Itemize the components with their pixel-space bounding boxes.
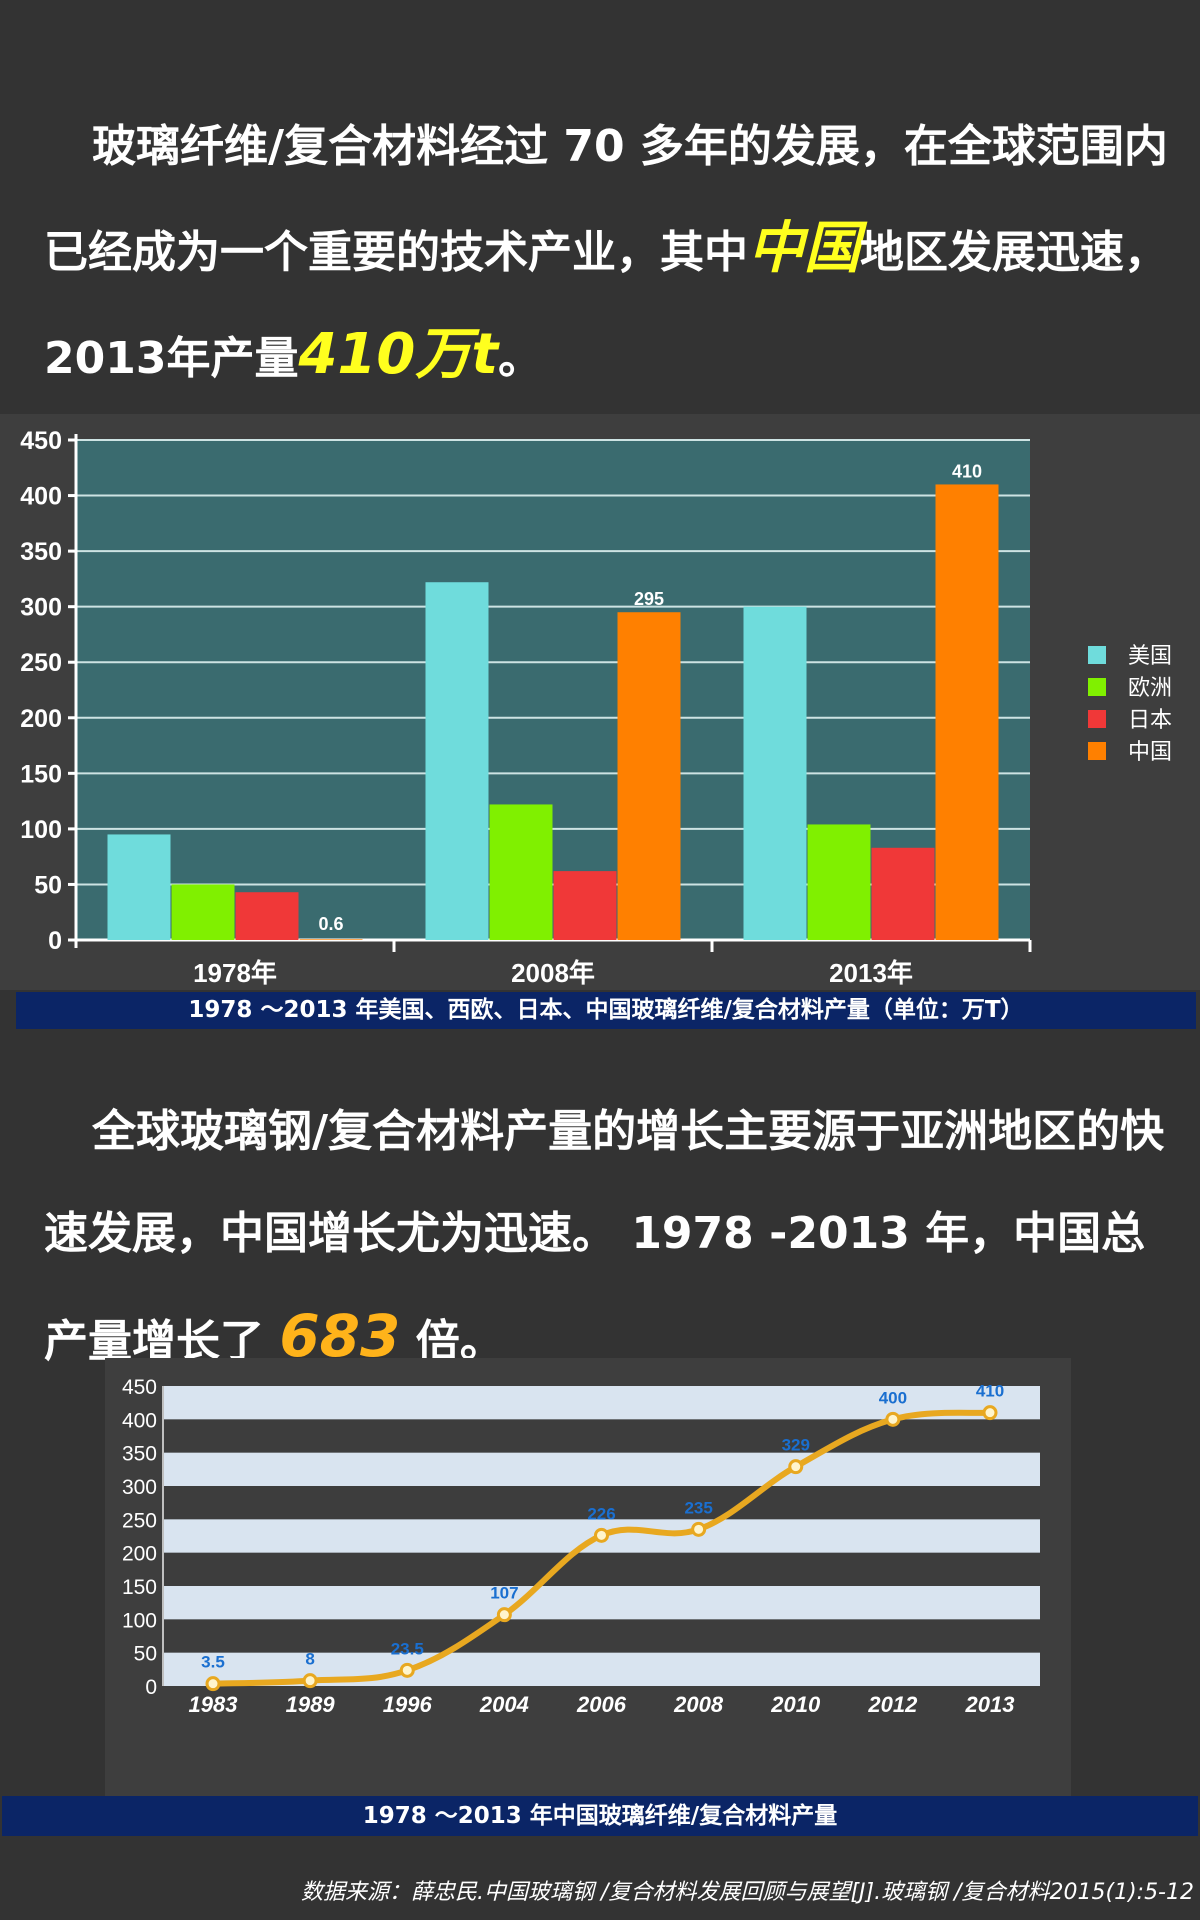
data-point: [496, 1607, 512, 1623]
bar: [553, 871, 617, 940]
line-chart-panel: 0 50 100 150 200 250 300 350 400 450 3.5 1983 8 1989 2…: [105, 1358, 1071, 1796]
x-category-label: 1978年: [193, 958, 277, 988]
bar: [489, 804, 553, 940]
bar: [935, 484, 999, 940]
legend-label: 美国: [1128, 643, 1172, 668]
x-tick-label: 2013: [965, 1692, 1015, 1717]
y-tick-label: 300: [20, 594, 62, 622]
legend-label: 欧洲: [1128, 675, 1172, 700]
y-tick-label: 300: [122, 1476, 157, 1499]
y-tick-label: 200: [122, 1543, 157, 1566]
y-tick-label: 350: [20, 538, 62, 566]
point-data-label: 23.5: [391, 1639, 424, 1658]
line-chart: 0 50 100 150 200 250 300 350 400 450 3.5 1983 8 1989 2…: [122, 1376, 1040, 1717]
bar: [425, 582, 489, 940]
grid-band: [163, 1586, 1040, 1620]
bar-data-label: 295: [634, 589, 664, 609]
legend-swatch: [1088, 742, 1106, 760]
point-data-label: 400: [879, 1388, 907, 1407]
legend-swatch: [1088, 646, 1106, 664]
bar-data-label: 410: [952, 461, 982, 481]
y-tick-label: 450: [20, 427, 62, 455]
intro-text-a: 玻璃纤维/复合材料经过 70 多年的发展，在全球范围内已经成为一个重要的技术产业…: [44, 121, 1168, 278]
bar: [107, 834, 171, 940]
data-source-note: 数据来源：薛忠民.中国玻璃钢 /复合材料发展回顾与展望[J].玻璃钢 /复合材料…: [301, 1880, 1194, 1905]
data-point: [691, 1521, 707, 1537]
legend-label: 日本: [1128, 707, 1172, 732]
bar: [299, 939, 363, 940]
x-tick-label: 2012: [867, 1692, 918, 1717]
x-tick-label: 2004: [479, 1692, 529, 1717]
point-data-label: 107: [490, 1584, 518, 1603]
bar: [171, 884, 235, 940]
intro-paragraph: 玻璃纤维/复合材料经过 70 多年的发展，在全球范围内已经成为一个重要的技术产业…: [44, 96, 1184, 410]
x-tick-label: 2006: [576, 1692, 627, 1717]
data-point: [788, 1459, 804, 1475]
bar: [871, 847, 935, 940]
y-tick-label: 100: [122, 1609, 157, 1632]
growth-text-a: 全球玻璃钢/复合材料产量的增长主要源于亚洲地区的快速发展，中国增长尤为迅速。 1…: [44, 1106, 1165, 1367]
x-tick-label: 2010: [770, 1692, 821, 1717]
point-data-label: 329: [782, 1436, 810, 1455]
y-tick-label: 450: [122, 1376, 157, 1399]
y-tick-label: 50: [134, 1643, 157, 1666]
point-data-label: 226: [587, 1504, 615, 1523]
legend-swatch: [1088, 678, 1106, 696]
intro-text-c: 。: [498, 333, 543, 384]
data-point: [302, 1673, 318, 1689]
y-tick-label: 250: [122, 1509, 157, 1532]
data-point: [594, 1527, 609, 1543]
bar: [617, 612, 681, 940]
highlight-output: 410万t: [298, 322, 499, 387]
point-data-label: 235: [684, 1498, 712, 1517]
x-category-label: 2008年: [511, 958, 595, 988]
data-point: [205, 1676, 221, 1692]
x-tick-label: 2008: [673, 1692, 724, 1717]
data-point: [982, 1405, 998, 1421]
y-tick-label: 50: [34, 871, 62, 899]
highlight-china: 中国: [748, 216, 860, 281]
line-chart-caption: 1978 ～2013 年中国玻璃纤维/复合材料产量: [2, 1796, 1198, 1836]
point-data-label: 410: [976, 1382, 1004, 1401]
bar-data-label: 0.6: [318, 914, 343, 934]
y-tick-label: 150: [20, 760, 62, 788]
data-point: [399, 1662, 415, 1678]
legend-label: 中国: [1128, 739, 1172, 764]
y-tick-label: 400: [122, 1409, 157, 1432]
x-tick-label: 1996: [383, 1692, 433, 1717]
point-data-label: 3.5: [201, 1653, 225, 1672]
bar-chart-panel: 0 50 100 150 200 250 300 350 400 450 0.6 1978年 295 20…: [0, 414, 1200, 990]
legend-swatch: [1088, 710, 1106, 728]
bar: [235, 892, 299, 940]
point-data-label: 8: [305, 1650, 314, 1669]
y-tick-label: 350: [122, 1443, 157, 1466]
y-tick-label: 150: [122, 1576, 157, 1599]
plot-area: [76, 440, 1030, 940]
x-tick-label: 1983: [189, 1692, 238, 1717]
grid-band: [163, 1452, 1040, 1486]
bar: [743, 606, 807, 940]
y-tick-label: 100: [20, 816, 62, 844]
bar-chart-caption: 1978 ～2013 年美国、西欧、日本、中国玻璃纤维/复合材料产量（单位：万T…: [16, 992, 1196, 1029]
x-category-label: 2013年: [829, 958, 913, 988]
bar: [807, 824, 871, 940]
y-tick-label: 0: [48, 927, 62, 955]
y-tick-label: 400: [20, 483, 62, 511]
y-tick-label: 200: [20, 705, 62, 733]
data-point: [885, 1411, 901, 1427]
x-tick-label: 1989: [286, 1692, 336, 1717]
growth-paragraph: 全球玻璃钢/复合材料产量的增长主要源于亚洲地区的快速发展，中国增长尤为迅速。 1…: [44, 1081, 1184, 1393]
y-tick-label: 0: [145, 1676, 157, 1699]
y-tick-label: 250: [20, 649, 62, 677]
intro-text-b: 地区发展迅速，2013年产量: [44, 227, 1168, 384]
bar-chart: 0 50 100 150 200 250 300 350 400 450 0.6 1978年 295 20…: [20, 427, 1172, 988]
